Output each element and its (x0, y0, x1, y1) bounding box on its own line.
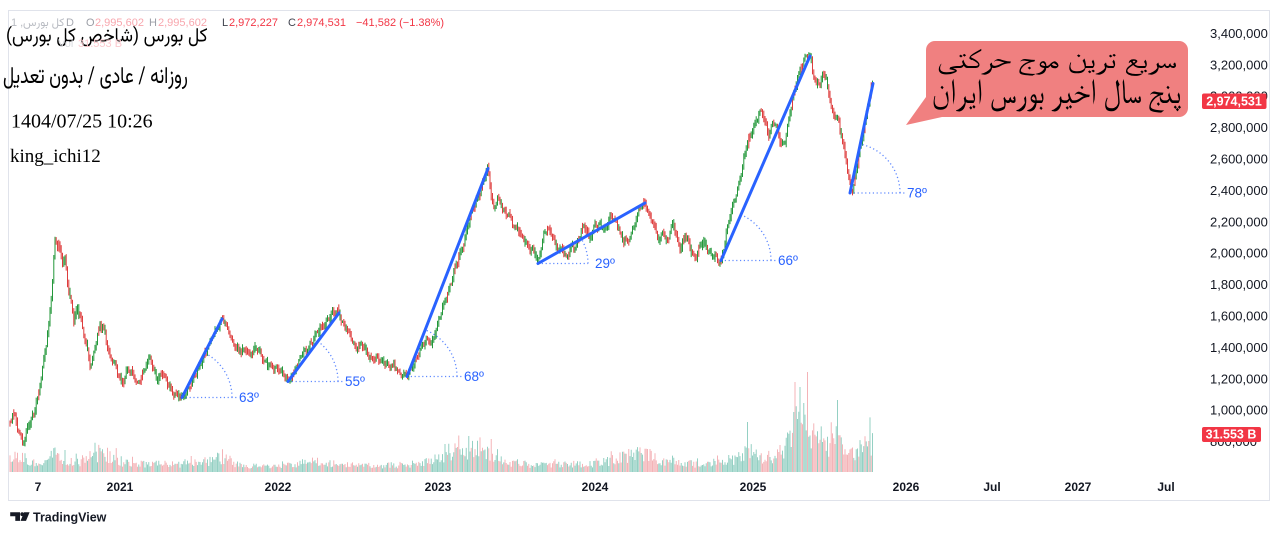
svg-text:3,200,000: 3,200,000 (1210, 57, 1268, 72)
svg-text:1,400,000: 1,400,000 (1210, 340, 1268, 355)
svg-text:68º: 68º (464, 369, 484, 384)
svg-text:−41,582 (−1.38%): −41,582 (−1.38%) (356, 17, 444, 29)
svg-text:31.553 B: 31.553 B (78, 38, 122, 50)
svg-text:O: O (86, 17, 95, 29)
svg-text:2,995,602: 2,995,602 (95, 17, 144, 29)
svg-text:3,400,000: 3,400,000 (1210, 26, 1268, 41)
svg-text:1,600,000: 1,600,000 (1210, 309, 1268, 324)
svg-text:TradingView: TradingView (33, 511, 107, 525)
svg-text:1,200,000: 1,200,000 (1210, 371, 1268, 386)
svg-text:2023: 2023 (425, 480, 452, 494)
svg-text:Jul: Jul (1157, 480, 1174, 494)
svg-text:31.553 B: 31.553 B (1206, 428, 1257, 442)
svg-text:7: 7 (35, 480, 42, 494)
svg-text:Jul: Jul (983, 480, 1000, 494)
svg-text:1404/07/25 10:26: 1404/07/25 10:26 (11, 111, 153, 133)
svg-text:C: C (288, 17, 296, 29)
svg-text:2,995,602: 2,995,602 (158, 17, 207, 29)
svg-text:2,800,000: 2,800,000 (1210, 120, 1268, 135)
svg-text:king_ichi12: king_ichi12 (10, 146, 101, 167)
svg-text:Vol: Vol (58, 38, 73, 50)
svg-text:2,400,000: 2,400,000 (1210, 183, 1268, 198)
svg-text:D: D (66, 17, 74, 29)
svg-text:2024: 2024 (582, 480, 609, 494)
svg-text:2025: 2025 (740, 480, 767, 494)
svg-text:78º: 78º (907, 186, 927, 201)
svg-text:2,200,000: 2,200,000 (1210, 214, 1268, 229)
svg-text:2,974,531: 2,974,531 (297, 17, 346, 29)
svg-text:1 ,: 1 , (11, 17, 23, 29)
svg-text:2,600,000: 2,600,000 (1210, 152, 1268, 167)
svg-text:2,972,227: 2,972,227 (229, 17, 278, 29)
svg-text:2,000,000: 2,000,000 (1210, 246, 1268, 261)
svg-text:1,000,000: 1,000,000 (1210, 403, 1268, 418)
svg-text:2026: 2026 (893, 480, 920, 494)
svg-text:L: L (222, 17, 228, 29)
svg-text:1,800,000: 1,800,000 (1210, 277, 1268, 292)
svg-text:2027: 2027 (1065, 480, 1092, 494)
svg-text:63º: 63º (239, 390, 259, 405)
svg-text:55º: 55º (345, 374, 365, 389)
svg-text:H: H (149, 17, 157, 29)
svg-text:66º: 66º (778, 253, 798, 268)
svg-text:2,974,531: 2,974,531 (1206, 95, 1262, 109)
svg-text:29º: 29º (595, 256, 615, 271)
svg-text:2021: 2021 (107, 480, 134, 494)
svg-text:2022: 2022 (265, 480, 292, 494)
